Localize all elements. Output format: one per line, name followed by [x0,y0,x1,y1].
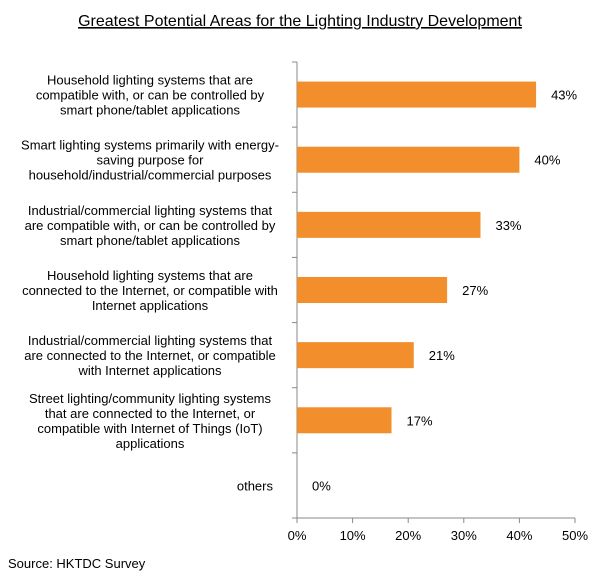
category-label-line: Industrial/commercial lighting systems t… [28,203,273,218]
data-label: 33% [495,218,521,233]
category-label-line: applications [116,436,185,451]
category-label: Household lighting systems that are compa… [36,73,265,118]
category-label-line: others [237,478,274,493]
category-label-line: connected to the Internet, or compatible… [22,283,278,298]
category-label-line: smart phone/tablet applications [60,103,240,118]
category-label-line: are connected to the Internet, or compat… [24,348,276,363]
bar [297,81,537,108]
category-label-line: saving purpose for [97,153,205,168]
x-tick-label: 30% [451,528,477,543]
category-label-line: are compatible with, or can be controlle… [25,218,276,233]
category-label-line: with Internet applications [77,363,222,378]
category-label: Smart lighting systems primarily with en… [21,138,279,183]
x-tick-label: 10% [340,528,366,543]
bar [297,342,414,369]
bar [297,407,392,434]
x-tick-label: 40% [506,528,532,543]
category-label-line: compatible with, or can be controlled by [36,88,265,103]
category-label-line: Internet applications [92,298,209,313]
category-label: Industrial/commercial lighting systems t… [25,203,276,248]
data-label: 17% [407,413,433,428]
bar [297,277,448,303]
x-tick-label: 0% [288,528,307,543]
source-note: Source: HKTDC Survey [8,556,146,571]
category-label-line: Industrial/commercial lighting systems t… [28,333,273,348]
chart-title: Greatest Potential Areas for the Lightin… [78,13,522,30]
category-label-line: Smart lighting systems primarily with en… [21,138,279,153]
x-tick-label: 20% [395,528,421,543]
category-label: Industrial/commercial lighting systems t… [24,333,276,378]
category-label-line: Household lighting systems that are [47,73,253,88]
category-label: others [237,478,274,493]
category-label-line: compatible with Internet of Things (IoT) [37,421,262,436]
data-label: 40% [534,153,560,168]
bar [297,146,520,173]
category-label-line: that are connected to the Internet, or [45,406,256,421]
plot-area: 0% 10% 20% 30% 40% 50% 43% Household lighting s… [21,61,588,543]
category-label: Street lighting/community lighting syste… [29,391,272,451]
data-label: 0% [312,478,331,493]
category-label-line: Household lighting systems that are [47,268,253,283]
data-label: 27% [462,283,488,298]
category-label-line: Street lighting/community lighting syste… [29,391,272,406]
bar [297,211,481,238]
x-tick-label: 50% [562,528,588,543]
category-label-line: household/industrial/commercial purposes [29,168,272,183]
data-label: 43% [551,88,577,103]
data-label: 21% [429,348,455,363]
category-label: Household lighting systems that are conne… [22,268,278,313]
category-label-line: smart phone/tablet applications [60,233,240,248]
